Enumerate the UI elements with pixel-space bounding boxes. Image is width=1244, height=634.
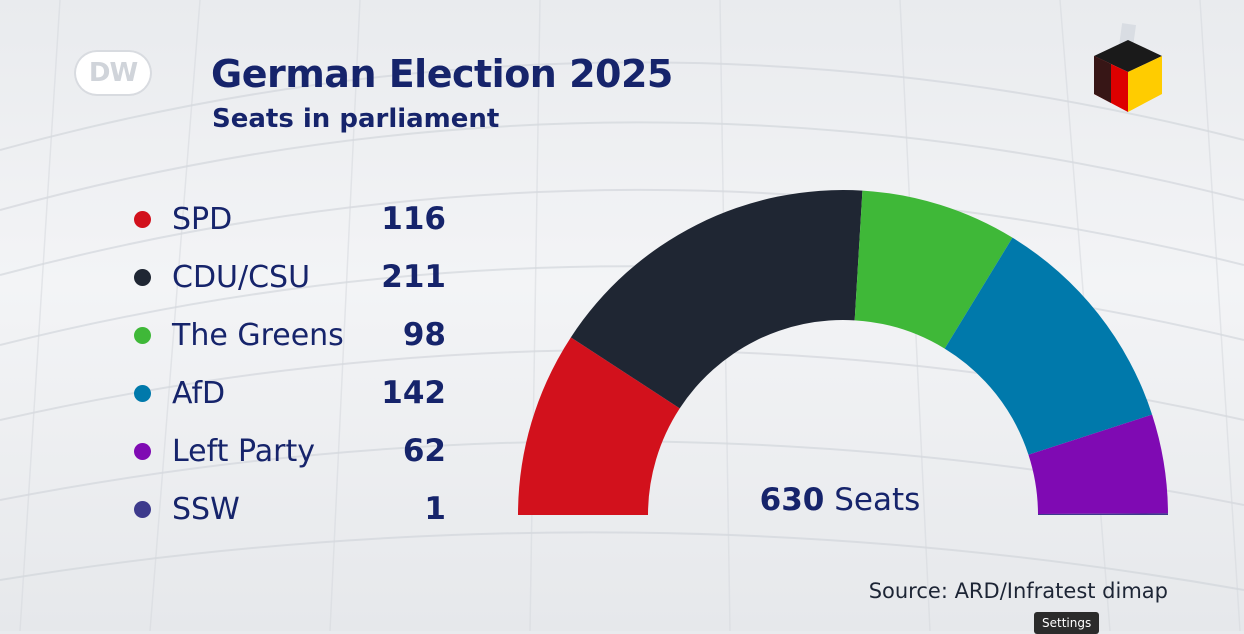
legend-label: SPD bbox=[172, 201, 233, 237]
legend-label: SSW bbox=[172, 491, 240, 527]
ballot-box-icon bbox=[1094, 23, 1162, 112]
seat-segment-cdu-csu bbox=[570, 190, 863, 409]
legend-color-dot bbox=[134, 442, 151, 460]
legend-item: SSW 1 bbox=[130, 480, 450, 538]
seat-segment-ssw bbox=[1037, 513, 1168, 515]
dw-logo: DW bbox=[74, 50, 152, 96]
total-seats-number: 630 bbox=[759, 482, 825, 518]
legend-item: SPD 116 bbox=[130, 190, 450, 248]
legend-color-dot bbox=[134, 384, 151, 402]
legend-item: CDU/CSU 211 bbox=[130, 248, 450, 306]
seat-segment-the-greens bbox=[854, 190, 1013, 349]
settings-tooltip: Settings bbox=[1034, 612, 1100, 634]
legend-value: 98 bbox=[402, 317, 446, 353]
legend-item: Left Party 62 bbox=[130, 422, 450, 480]
legend-value: 116 bbox=[381, 201, 446, 237]
legend-value: 1 bbox=[424, 491, 446, 527]
total-seats-unit: Seats bbox=[834, 482, 921, 518]
legend-value: 142 bbox=[381, 375, 446, 411]
legend-label: CDU/CSU bbox=[172, 259, 311, 295]
source-note: Source: ARD/Infratest dimap bbox=[868, 579, 1168, 603]
legend-item: The Greens 98 bbox=[130, 306, 450, 364]
legend-item: AfD 142 bbox=[130, 364, 450, 422]
legend-color-dot bbox=[134, 210, 151, 228]
legend-label: Left Party bbox=[172, 433, 315, 469]
chart-title: German Election 2025 bbox=[211, 52, 673, 96]
chart-subtitle: Seats in parliament bbox=[212, 104, 500, 134]
legend-color-dot bbox=[134, 500, 151, 518]
seat-segment-spd bbox=[518, 337, 680, 515]
legend-value: 211 bbox=[381, 259, 446, 295]
legend-label: The Greens bbox=[172, 317, 344, 353]
legend-value: 62 bbox=[402, 433, 446, 469]
legend-color-dot bbox=[134, 268, 151, 286]
legend-color-dot bbox=[134, 326, 151, 344]
total-seats-label: 630 Seats bbox=[740, 482, 940, 518]
seat-segment-left-party bbox=[1028, 414, 1168, 515]
legend-label: AfD bbox=[172, 375, 226, 411]
seat-segment-afd bbox=[944, 237, 1153, 455]
legend: SPD 116 CDU/CSU 211 The Greens 98 AfD 14… bbox=[130, 190, 450, 538]
